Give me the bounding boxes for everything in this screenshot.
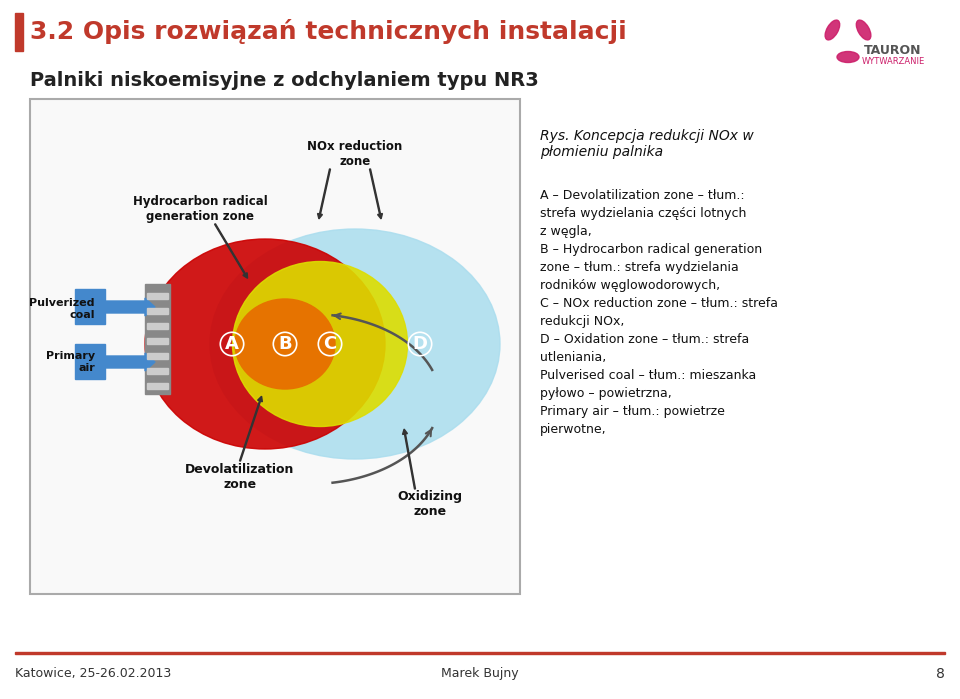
Text: C: C xyxy=(324,335,337,353)
Bar xyxy=(147,353,168,359)
Bar xyxy=(30,99,520,594)
Ellipse shape xyxy=(837,52,859,62)
FancyArrow shape xyxy=(105,353,155,371)
Text: Primary
air: Primary air xyxy=(46,351,95,373)
Text: 3.2 Opis rozwiązań technicznych instalacji: 3.2 Opis rozwiązań technicznych instalac… xyxy=(30,20,627,45)
Bar xyxy=(15,13,23,51)
Bar xyxy=(75,289,105,324)
Bar xyxy=(145,284,170,394)
Text: Rys. Koncepcja redukcji NOx w
płomieniu palnika: Rys. Koncepcja redukcji NOx w płomieniu … xyxy=(540,129,754,159)
Text: Palniki niskoemisyjne z odchylaniem typu NR3: Palniki niskoemisyjne z odchylaniem typu… xyxy=(30,71,539,90)
Ellipse shape xyxy=(856,20,871,40)
Bar xyxy=(147,368,168,374)
Text: Pulverized
coal: Pulverized coal xyxy=(30,298,95,320)
Text: TAURON: TAURON xyxy=(864,45,922,57)
Ellipse shape xyxy=(145,239,385,449)
Text: Katowice, 25-26.02.2013: Katowice, 25-26.02.2013 xyxy=(15,668,171,681)
FancyArrow shape xyxy=(318,169,330,219)
Bar xyxy=(147,383,168,389)
FancyArrow shape xyxy=(215,224,248,278)
Text: NOx reduction
zone: NOx reduction zone xyxy=(307,140,402,168)
Text: Devolatilization
zone: Devolatilization zone xyxy=(185,463,295,491)
Bar xyxy=(147,323,168,329)
FancyArrow shape xyxy=(105,298,155,316)
Text: A – Devolatilization zone – tłum.:
strefa wydzielania części lotnych
z węgla,
B : A – Devolatilization zone – tłum.: stref… xyxy=(540,189,778,436)
Text: Hydrocarbon radical
generation zone: Hydrocarbon radical generation zone xyxy=(132,195,268,223)
Ellipse shape xyxy=(235,299,335,389)
Bar xyxy=(147,308,168,314)
Ellipse shape xyxy=(210,229,500,459)
Text: B: B xyxy=(278,335,292,353)
Text: 8: 8 xyxy=(936,667,945,681)
FancyArrow shape xyxy=(370,169,382,219)
Text: Oxidizing
zone: Oxidizing zone xyxy=(397,490,463,518)
Text: D: D xyxy=(413,335,427,353)
Ellipse shape xyxy=(826,20,840,40)
Bar xyxy=(147,293,168,299)
Text: Marek Bujny: Marek Bujny xyxy=(442,668,518,681)
Bar xyxy=(15,651,945,654)
FancyArrow shape xyxy=(402,429,416,489)
FancyArrow shape xyxy=(240,396,262,461)
Bar xyxy=(147,338,168,344)
Ellipse shape xyxy=(232,261,407,426)
Text: WYTWARZANIE: WYTWARZANIE xyxy=(861,57,924,66)
Text: A: A xyxy=(225,335,239,353)
Bar xyxy=(75,344,105,379)
